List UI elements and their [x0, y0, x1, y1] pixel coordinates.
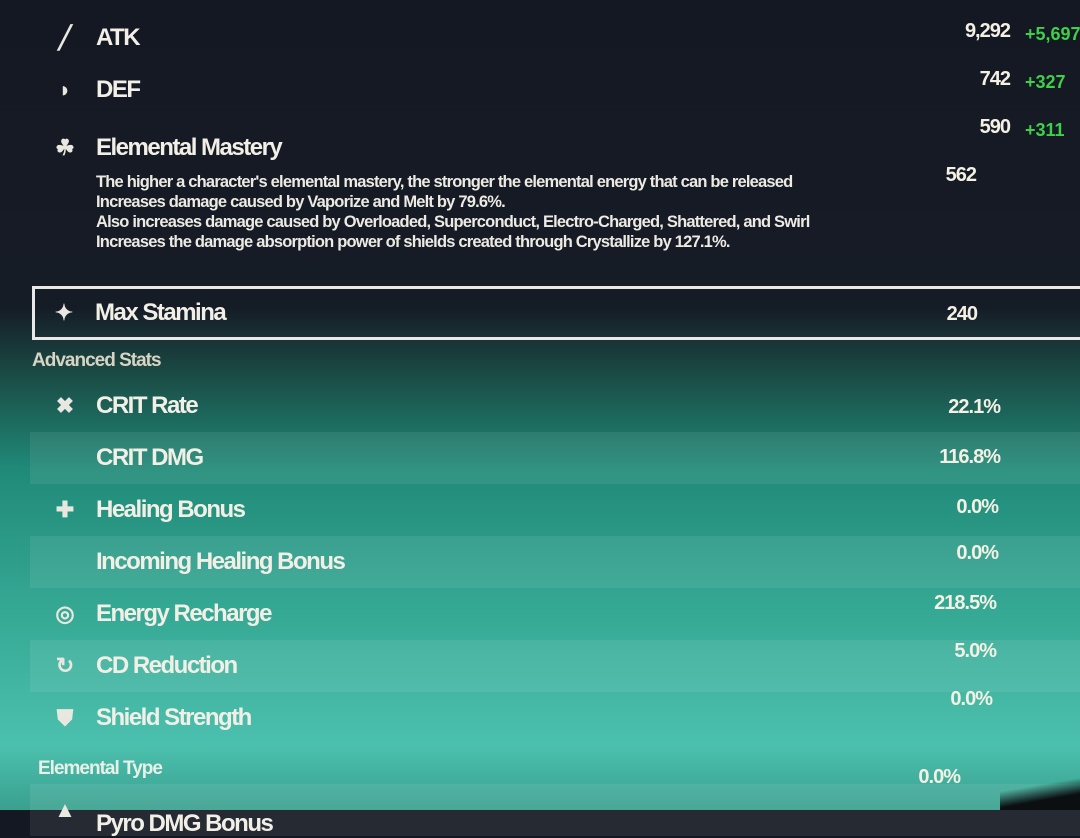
stat-label: ATK: [96, 24, 141, 51]
stat-value: 22.1%: [948, 396, 1001, 418]
stat-label: Max Stamina: [95, 299, 227, 326]
stat-value: 0.0%: [956, 496, 999, 518]
stat-row-def[interactable]: ◗ DEF 742 +327: [30, 64, 1080, 116]
sword-icon: ╱: [58, 25, 72, 50]
stat-value: 116.8%: [939, 446, 1001, 468]
cooldown-icon: ↻: [55, 653, 75, 678]
shield-strength-icon: ⛊: [56, 705, 74, 730]
stat-row-max-stamina[interactable]: ✦ Max Stamina 240: [32, 286, 1080, 340]
stat-label: CD Reduction: [96, 652, 238, 679]
stat-bonus: +311: [1025, 120, 1065, 140]
stat-row-elemental-mastery[interactable]: ☘ Elemental Mastery 590 +311: [30, 116, 1080, 174]
stat-row-shield-strength[interactable]: ⛊ Shield Strength 0.0%: [30, 688, 1080, 744]
mastery-icon: ☘: [55, 135, 75, 160]
stat-value: 240: [946, 303, 978, 325]
energy-icon: ◎: [55, 601, 75, 626]
stat-value: 218.5%: [934, 592, 997, 614]
stat-value: 742: [979, 68, 1011, 90]
stat-label: CRIT DMG: [96, 444, 204, 471]
stat-label: Shield Strength: [96, 704, 252, 731]
mastery-description: The higher a character's elemental maste…: [96, 172, 1080, 252]
stat-label: Energy Recharge: [96, 600, 272, 627]
stat-label: DEF: [96, 76, 141, 103]
section-elemental-type: Elemental Type: [38, 758, 163, 779]
screen-edge-shadow: [1000, 770, 1080, 810]
section-advanced-stats: Advanced Stats: [32, 350, 162, 371]
desc-line: The higher a character's elemental maste…: [96, 173, 793, 191]
stat-value: 5.0%: [954, 640, 997, 662]
stat-bonus: +327: [1025, 72, 1066, 92]
stat-row-incoming-healing[interactable]: Incoming Healing Bonus 0.0%: [30, 536, 1080, 588]
healing-icon: ✚: [55, 497, 75, 522]
stat-row-pyro-dmg[interactable]: ▲ Pyro DMG Bonus: [30, 784, 1080, 837]
stat-value: 9,292: [964, 20, 1011, 42]
stat-label: Incoming Healing Bonus: [96, 548, 346, 575]
crit-icon: ✖: [55, 393, 75, 418]
stat-label: Elemental Mastery: [96, 134, 283, 161]
pyro-dmg-value: 0.0%: [918, 766, 961, 788]
stat-row-healing-bonus[interactable]: ✚ Healing Bonus 0.0%: [30, 484, 1080, 536]
mastery-value: 562: [945, 164, 977, 186]
stat-value: 590: [979, 116, 1011, 138]
stamina-icon: ✦: [54, 300, 74, 325]
stat-label: CRIT Rate: [96, 392, 199, 419]
stat-label: Pyro DMG Bonus: [96, 810, 274, 837]
desc-line: Also increases damage caused by Overload…: [96, 213, 810, 231]
stat-row-cd-reduction[interactable]: ↻ CD Reduction 5.0%: [30, 640, 1080, 692]
stat-row-crit-rate[interactable]: ✖ CRIT Rate 22.1%: [30, 380, 1080, 432]
stat-bonus: +5,697: [1025, 24, 1080, 44]
stat-value: 0.0%: [950, 688, 993, 710]
stat-row-crit-dmg[interactable]: CRIT DMG 116.8%: [30, 432, 1080, 484]
shield-icon: ◗: [58, 77, 72, 102]
desc-line: Increases damage caused by Vaporize and …: [96, 193, 506, 211]
stat-label: Healing Bonus: [96, 496, 246, 523]
desc-line: Increases the damage absorption power of…: [96, 233, 731, 251]
stat-value: 0.0%: [956, 542, 999, 564]
pyro-icon: ▲: [54, 797, 76, 822]
stat-row-energy-recharge[interactable]: ◎ Energy Recharge 218.5%: [30, 588, 1080, 640]
stat-row-atk[interactable]: ╱ ATK 9,292 +5,697: [30, 12, 1080, 64]
